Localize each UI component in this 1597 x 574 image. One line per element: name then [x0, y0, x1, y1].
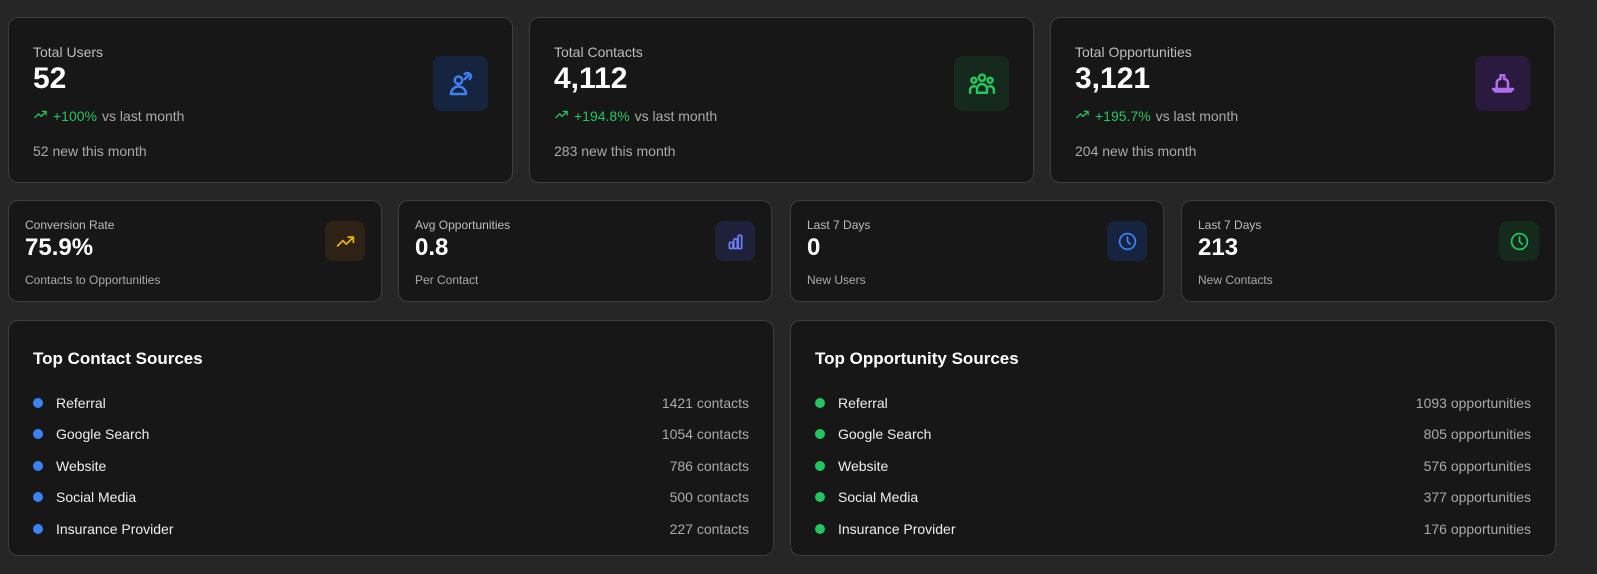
- card-label: Conversion Rate: [25, 218, 115, 232]
- list-item: Social Media 377 opportunities: [815, 482, 1531, 514]
- trend: +194.8% vs last month: [554, 107, 717, 125]
- list-item: Google Search 805 opportunities: [815, 419, 1531, 451]
- card-value: 0: [807, 234, 821, 261]
- source-name: Referral: [838, 394, 888, 411]
- card-subtext: New Users: [807, 273, 866, 287]
- clock-icon: [1107, 221, 1147, 261]
- source-name: Social Media: [56, 489, 137, 506]
- source-name: Insurance Provider: [838, 520, 956, 537]
- list-item: Referral 1093 opportunities: [815, 387, 1531, 419]
- source-count: 576 opportunities: [1423, 457, 1531, 474]
- users-group-icon: [954, 56, 1009, 111]
- user-switch-icon: [433, 56, 488, 111]
- trending-up-icon: [325, 221, 365, 261]
- source-count: 786 contacts: [669, 457, 749, 474]
- card-subtext: 52 new this month: [33, 143, 147, 159]
- dot-icon: [33, 397, 43, 408]
- card-label: Last 7 Days: [807, 218, 871, 232]
- summary-card: Total Opportunities 3,121 +195.7% vs last…: [1050, 17, 1555, 183]
- dot-icon: [815, 523, 825, 534]
- list-item: Insurance Provider 227 contacts: [33, 513, 749, 545]
- list-item: Insurance Provider 176 opportunities: [815, 513, 1531, 545]
- panel-title: Top Opportunity Sources: [815, 349, 1019, 368]
- card-label: Avg Opportunities: [415, 218, 511, 232]
- dot-icon: [815, 460, 825, 471]
- card-label: Total Opportunities: [1075, 44, 1192, 60]
- trend: +100% vs last month: [33, 107, 184, 125]
- source-name: Social Media: [838, 489, 919, 506]
- dot-icon: [815, 397, 825, 408]
- opportunitySources-panel: Top Opportunity Sources Referral 1093 oppo…: [790, 320, 1556, 556]
- stat-card: Avg Opportunities 0.8 Per Contact: [398, 200, 772, 302]
- source-name: Insurance Provider: [56, 520, 174, 537]
- stat-card: Last 7 Days 213 New Contacts: [1181, 200, 1556, 302]
- card-label: Total Contacts: [554, 44, 643, 60]
- source-count: 1054 contacts: [661, 426, 749, 443]
- contactSources-panel: Top Contact Sources Referral 1421 contacts…: [8, 320, 774, 556]
- change-suffix: vs last month: [101, 108, 185, 124]
- card-subtext: 283 new this month: [554, 143, 676, 159]
- source-list: Referral 1093 opportunities Google Search 8…: [815, 387, 1531, 545]
- dot-icon: [33, 492, 43, 503]
- source-count: 227 contacts: [669, 520, 749, 537]
- source-list: Referral 1421 contacts Google Search 1054 c…: [33, 387, 749, 545]
- stat-card: Last 7 Days 0 New Users: [790, 200, 1164, 302]
- card-value: 4,112: [554, 62, 628, 95]
- change-suffix: vs last month: [1155, 108, 1239, 124]
- dot-icon: [33, 523, 43, 534]
- trend: +195.7% vs last month: [1075, 107, 1238, 125]
- source-count: 805 opportunities: [1423, 426, 1531, 443]
- card-value: 0.8: [415, 234, 449, 261]
- summary-card: Total Users 52 +100% vs last month 52 new…: [8, 17, 513, 183]
- dot-icon: [33, 429, 43, 440]
- summary-card: Total Contacts 4,112 +194.8% vs last mont…: [529, 17, 1034, 183]
- source-name: Website: [56, 457, 107, 474]
- dot-icon: [815, 429, 825, 440]
- source-count: 500 contacts: [669, 489, 749, 506]
- clock-icon: [1499, 221, 1539, 261]
- dot-icon: [815, 492, 825, 503]
- source-name: Website: [838, 457, 889, 474]
- bar-chart-icon: [715, 221, 755, 261]
- card-value: 75.9%: [25, 234, 94, 261]
- list-item: Google Search 1054 contacts: [33, 419, 749, 451]
- source-count: 176 opportunities: [1423, 520, 1531, 537]
- card-subtext: 204 new this month: [1075, 143, 1197, 159]
- card-subtext: Per Contact: [415, 273, 479, 287]
- dot-icon: [33, 460, 43, 471]
- source-count: 377 opportunities: [1423, 489, 1531, 506]
- card-value: 52: [33, 62, 67, 95]
- card-value: 3,121: [1075, 62, 1151, 95]
- change-percent: +195.7%: [1095, 108, 1151, 124]
- trending-up-icon: [33, 107, 48, 125]
- source-count: 1421 contacts: [661, 394, 749, 411]
- stat-card: Conversion Rate 75.9% Contacts to Opport…: [8, 200, 382, 302]
- panel-title: Top Contact Sources: [33, 349, 203, 368]
- trending-up-icon: [554, 107, 569, 125]
- list-item: Social Media 500 contacts: [33, 482, 749, 514]
- card-label: Last 7 Days: [1198, 218, 1262, 232]
- list-item: Website 576 opportunities: [815, 450, 1531, 482]
- card-label: Total Users: [33, 44, 104, 60]
- source-name: Referral: [56, 394, 106, 411]
- trending-up-icon: [1075, 107, 1090, 125]
- change-percent: +194.8%: [574, 108, 630, 124]
- card-value: 213: [1198, 234, 1239, 261]
- boat-icon: [1475, 56, 1530, 111]
- source-name: Google Search: [838, 426, 932, 443]
- list-item: Referral 1421 contacts: [33, 387, 749, 419]
- list-item: Website 786 contacts: [33, 450, 749, 482]
- source-name: Google Search: [56, 426, 150, 443]
- change-suffix: vs last month: [634, 108, 718, 124]
- source-count: 1093 opportunities: [1415, 394, 1531, 411]
- change-percent: +100%: [53, 108, 97, 124]
- card-subtext: New Contacts: [1198, 273, 1273, 287]
- card-subtext: Contacts to Opportunities: [25, 273, 161, 287]
